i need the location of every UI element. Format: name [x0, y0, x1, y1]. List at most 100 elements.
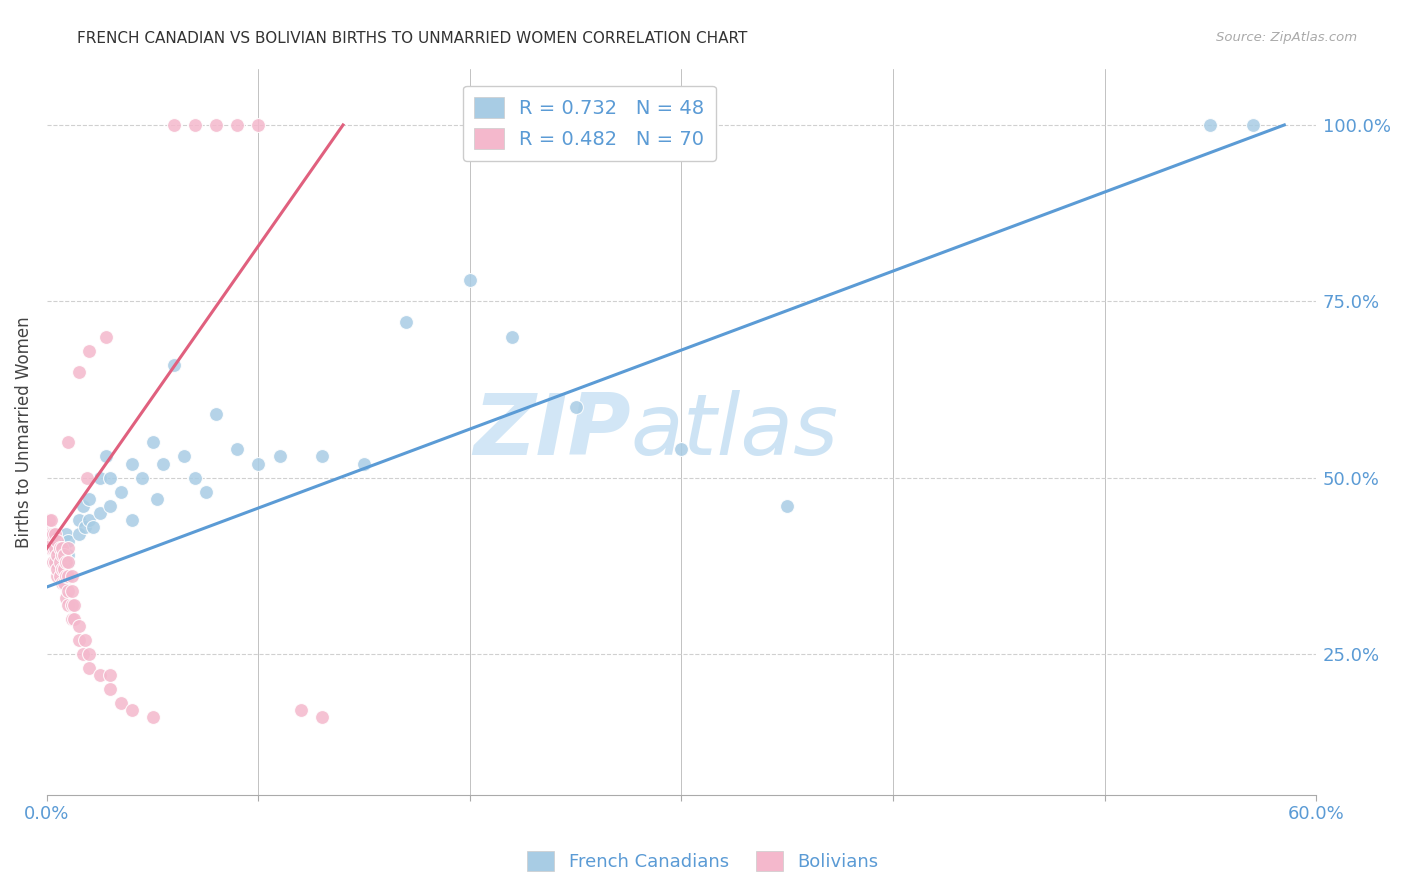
Point [98, 470, 121, 484]
Point [38, 520, 60, 534]
Point [51, 555, 73, 569]
Point [395, 315, 418, 329]
Point [67, 365, 90, 379]
Point [56, 555, 79, 569]
Point [56, 555, 79, 569]
Point [77, 343, 100, 358]
Point [131, 470, 153, 484]
Point [77, 491, 100, 506]
Y-axis label: Births to Unmarried Women: Births to Unmarried Women [15, 316, 32, 548]
Point [46, 555, 69, 569]
Point [311, 710, 333, 724]
Point [56, 534, 79, 549]
Point [458, 273, 481, 287]
Legend: R = 0.732   N = 48, R = 0.482   N = 70: R = 0.732 N = 48, R = 0.482 N = 70 [463, 86, 716, 161]
Point [247, 457, 270, 471]
Point [73, 632, 96, 647]
Point [194, 484, 217, 499]
Point [46, 541, 69, 556]
Point [163, 118, 186, 132]
Point [63, 612, 86, 626]
Point [46, 534, 69, 549]
Point [38, 513, 60, 527]
Point [98, 682, 121, 697]
Point [1241, 118, 1264, 132]
Point [44, 527, 66, 541]
Point [73, 520, 96, 534]
Point [51, 576, 73, 591]
Point [67, 513, 90, 527]
Point [48, 541, 70, 556]
Point [671, 442, 693, 457]
Point [48, 555, 70, 569]
Point [163, 358, 186, 372]
Point [77, 513, 100, 527]
Point [173, 450, 195, 464]
Point [152, 457, 174, 471]
Point [67, 527, 90, 541]
Point [142, 710, 165, 724]
Point [67, 632, 90, 647]
Point [52, 562, 75, 576]
Point [38, 527, 60, 541]
Point [44, 541, 66, 556]
Point [226, 442, 249, 457]
Point [89, 506, 111, 520]
Point [42, 555, 65, 569]
Point [110, 697, 132, 711]
Point [564, 400, 586, 414]
Point [51, 562, 73, 576]
Point [98, 499, 121, 513]
Point [121, 703, 143, 717]
Point [46, 541, 69, 556]
Point [63, 598, 86, 612]
Point [776, 499, 799, 513]
Point [77, 647, 100, 661]
Point [121, 513, 143, 527]
Point [48, 569, 70, 583]
Point [44, 555, 66, 569]
Point [55, 555, 77, 569]
Point [1199, 118, 1222, 132]
Point [38, 527, 60, 541]
Point [353, 457, 375, 471]
Point [55, 591, 77, 605]
Point [501, 329, 523, 343]
Point [311, 450, 333, 464]
Point [184, 118, 207, 132]
Point [77, 661, 100, 675]
Point [52, 576, 75, 591]
Point [51, 541, 73, 556]
Point [55, 569, 77, 583]
Point [39, 534, 62, 549]
Point [46, 534, 69, 549]
Point [184, 470, 207, 484]
Point [56, 598, 79, 612]
Text: Source: ZipAtlas.com: Source: ZipAtlas.com [1216, 31, 1357, 45]
Point [89, 668, 111, 682]
Point [38, 541, 60, 556]
Point [146, 491, 169, 506]
Point [55, 527, 77, 541]
Point [205, 407, 228, 421]
Point [46, 548, 69, 562]
Point [226, 118, 249, 132]
Point [290, 703, 312, 717]
Point [38, 534, 60, 549]
Point [60, 583, 83, 598]
Point [60, 598, 83, 612]
Point [56, 548, 79, 562]
Point [72, 647, 94, 661]
Point [56, 569, 79, 583]
Point [269, 450, 291, 464]
Point [39, 527, 62, 541]
Point [42, 541, 65, 556]
Point [205, 118, 228, 132]
Point [94, 450, 117, 464]
Point [56, 435, 79, 450]
Point [39, 541, 62, 556]
Point [46, 562, 69, 576]
Point [38, 520, 60, 534]
Point [38, 527, 60, 541]
Point [142, 435, 165, 450]
